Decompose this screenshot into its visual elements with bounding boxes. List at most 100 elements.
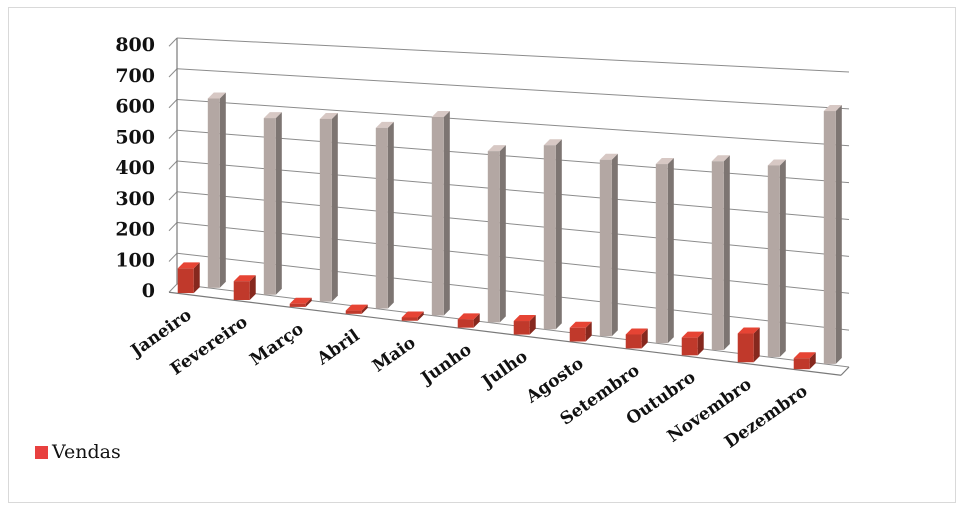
gridline-800 (176, 37, 850, 73)
bar-back-fevereiro-top (263, 112, 282, 119)
bar-back-janeiro (207, 98, 220, 288)
bar-back-outubro-side (723, 155, 730, 351)
bar-vendas-outubro-side (697, 331, 704, 356)
bar-back-outubro (711, 161, 724, 351)
bar-vendas-outubro (681, 337, 698, 356)
bar-vendas-agosto-side (585, 321, 592, 342)
bar-vendas-setembro-side (641, 328, 648, 349)
y-tick-label-800: 800 (115, 34, 155, 56)
bar-vendas-setembro (625, 334, 642, 349)
bar-back-setembro (655, 164, 668, 344)
bar-back-setembro-top (655, 158, 674, 165)
gridline-side-400 (168, 160, 178, 170)
gridline-side-200 (168, 222, 178, 232)
y-tick-label-400: 400 (115, 157, 155, 179)
bars (177, 92, 842, 370)
bar-vendas-maio-side (417, 311, 424, 321)
bar-vendas-janeiro-side (193, 262, 200, 294)
gridline-side-0 (168, 283, 178, 293)
bar-back-novembro-top (767, 159, 786, 166)
bar-vendas-julho-side (529, 315, 536, 335)
y-tick-label-600: 600 (115, 96, 155, 118)
bar-back-agosto-side (611, 153, 618, 337)
gridline-200 (176, 222, 850, 294)
y-tick-label-700: 700 (115, 65, 155, 87)
bar-vendas-dezembro (793, 358, 810, 370)
x-tick-label-junho: Junho (416, 340, 475, 390)
bar-back-maio-side (443, 111, 450, 316)
bar-vendas-março (289, 303, 306, 307)
bar-vendas-maio-top (401, 311, 424, 318)
bar-vendas-março-side (305, 297, 312, 307)
gridline-side-800 (168, 37, 178, 47)
bar-back-dezembro (823, 111, 836, 364)
bar-back-março (319, 118, 332, 302)
bar-vendas-fevereiro (233, 281, 250, 300)
x-tick-label-abril: Abril (313, 326, 364, 370)
y-tick-label-500: 500 (115, 126, 155, 148)
bar-vendas-novembro-side (753, 327, 760, 363)
bar-back-abril-top (375, 121, 394, 128)
bar-back-novembro-side (779, 159, 786, 357)
bar-back-março-top (319, 112, 338, 119)
y-tick-label-100: 100 (115, 249, 155, 271)
bar-vendas-novembro (737, 333, 754, 363)
bar-back-novembro (767, 165, 780, 357)
y-tick-labels: 800 700 600 500 400 300 200 100 0 (115, 34, 155, 302)
gridline-side-600 (168, 99, 178, 109)
bar-vendas-abril (345, 310, 362, 314)
bar-vendas-fevereiro-side (249, 275, 256, 300)
y-tick-label-300: 300 (115, 188, 155, 210)
bar-back-fevereiro-side (275, 112, 282, 295)
legend: Vendas (35, 440, 121, 464)
bar-back-agosto-top (599, 153, 618, 160)
gridline-700 (176, 68, 850, 110)
gridline-400 (176, 160, 850, 220)
bar-back-julho-side (555, 139, 562, 330)
bar-vendas-setembro-top (625, 328, 648, 335)
x-axis-line (168, 291, 842, 376)
bar-back-junho-side (499, 145, 506, 323)
bar-vendas-novembro-top (737, 327, 760, 334)
gridline-600 (176, 99, 850, 147)
bar-vendas-maio (401, 317, 418, 321)
gridline-100 (176, 252, 850, 331)
gridline-0 (176, 283, 850, 368)
bar-vendas-abril-top (345, 304, 368, 311)
bar-back-abril (375, 127, 388, 309)
bar-vendas-agosto-top (569, 321, 592, 328)
bar-vendas-junho-side (473, 313, 480, 328)
bar-vendas-julho (513, 321, 530, 335)
bar-vendas-janeiro (177, 268, 194, 294)
bar-vendas-janeiro-top (177, 262, 200, 269)
bar-vendas-março-top (289, 297, 312, 304)
x-tick-label-julho: Julho (477, 347, 532, 394)
legend-label-vendas: Vendas (52, 441, 121, 463)
bar-back-junho-top (487, 145, 506, 152)
floor-edge-right (840, 366, 850, 376)
y-tick-label-200: 200 (115, 219, 155, 241)
gridline-side-300 (168, 191, 178, 201)
bar-vendas-abril-side (361, 304, 368, 314)
gridline-side-100 (168, 252, 178, 262)
bar-back-junho (487, 151, 500, 323)
bar-back-maio-top (431, 111, 450, 118)
bar-back-janeiro-side (219, 92, 226, 288)
bar-back-fevereiro (263, 118, 276, 295)
bar-back-julho-top (543, 139, 562, 146)
gridline-300 (176, 191, 850, 257)
bar-back-agosto (599, 159, 612, 337)
bar-vendas-fevereiro-top (233, 275, 256, 282)
gridline-side-500 (168, 129, 178, 139)
bar-back-outubro-top (711, 155, 730, 162)
bar-vendas-julho-top (513, 315, 536, 322)
x-tick-label-maio: Maio (369, 333, 419, 377)
bar-back-julho (543, 145, 556, 330)
bar-back-abril-side (387, 121, 394, 309)
gridline-500 (176, 129, 850, 184)
bar-vendas-junho-top (457, 313, 480, 320)
x-tick-label-março: Março (246, 319, 307, 370)
bar-vendas-dezembro-side (809, 352, 816, 370)
bar-vendas-outubro-top (681, 331, 704, 338)
